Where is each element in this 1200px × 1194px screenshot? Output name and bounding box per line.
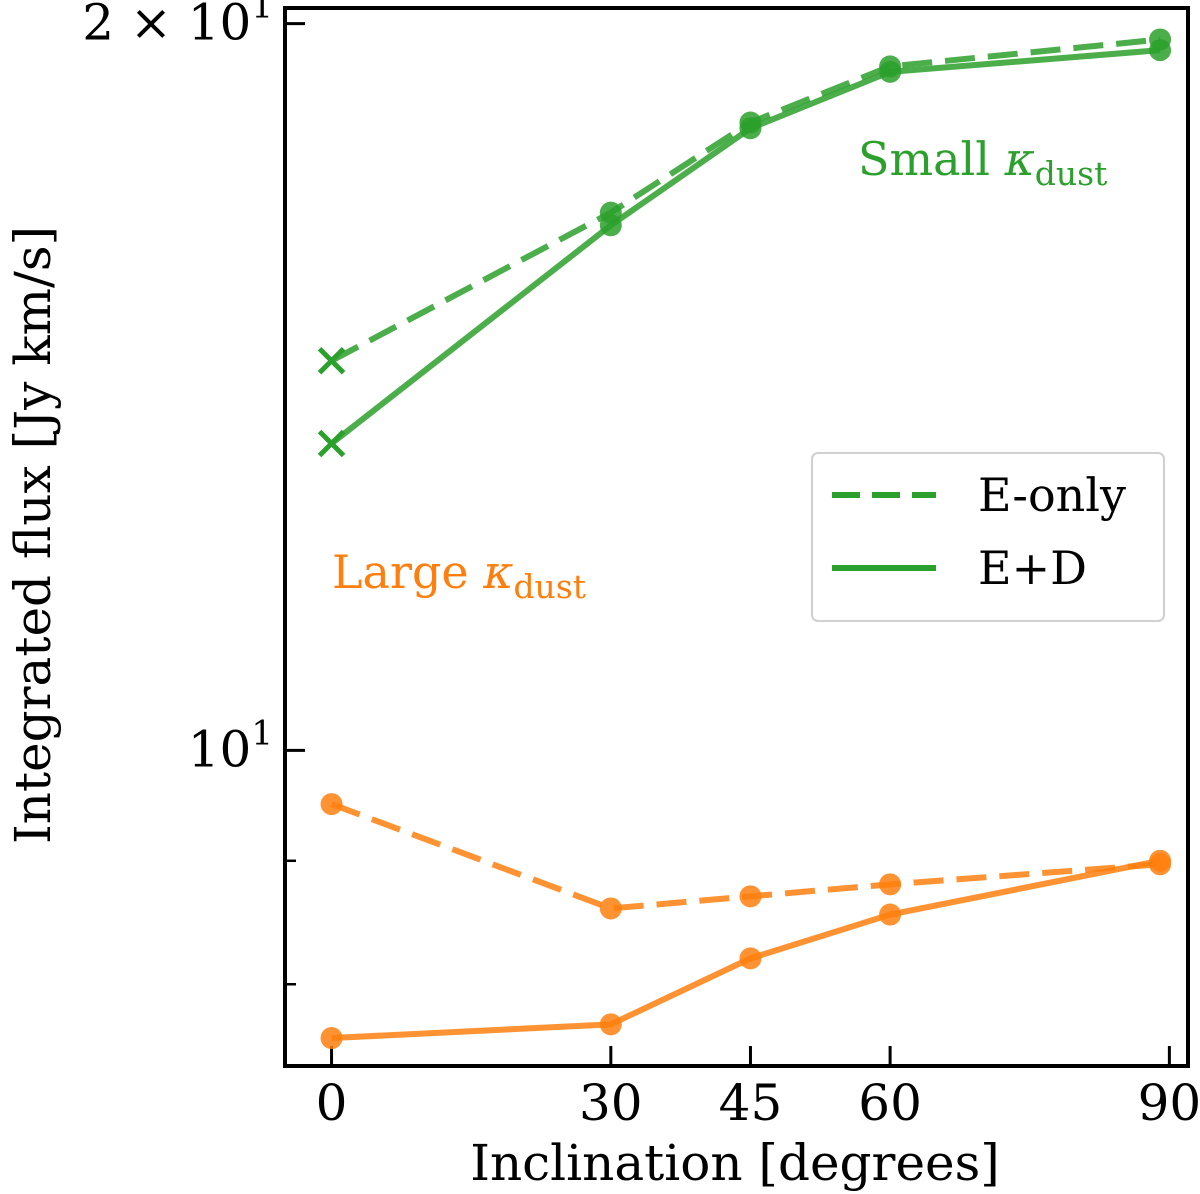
marker-small-e-plus-d-30 <box>599 214 622 237</box>
marker-large-e-plus-d-89 <box>1149 849 1172 872</box>
annotation-small-subscript: dust <box>1035 154 1108 193</box>
marker-large-e-only-30 <box>599 897 622 920</box>
plot-area: 0 30 45 60 90 101 2 × 101 <box>82 0 1200 1132</box>
legend-label-e-only: E-only <box>978 468 1126 522</box>
marker-small-e-only-0 <box>317 346 346 375</box>
x-tick-label-45: 45 <box>719 1074 783 1132</box>
annotation-large-text: Large <box>332 545 483 599</box>
marker-small-e-plus-d-45 <box>739 117 762 140</box>
y-tick-label-20: 2 × 101 <box>82 0 273 52</box>
marker-small-e-plus-d-0 <box>317 429 346 458</box>
x-tick-label-30: 30 <box>579 1074 643 1132</box>
legend-label-e-plus-d: E+D <box>978 541 1087 595</box>
marker-large-e-plus-d-30 <box>599 1013 622 1036</box>
x-tick-label-60: 60 <box>858 1074 922 1132</box>
marker-large-e-plus-d-60 <box>879 903 902 926</box>
marker-large-e-plus-d-0 <box>320 1027 343 1050</box>
legend: E-only E+D <box>811 452 1165 622</box>
marker-small-e-plus-d-60 <box>879 60 902 83</box>
marker-large-e-plus-d-45 <box>739 947 762 970</box>
x-tick-label-0: 0 <box>316 1074 348 1132</box>
y-axis-label: Integrated flux [Jy km/s] <box>4 226 62 844</box>
x-axis-label: Inclination [degrees] <box>470 1134 1000 1192</box>
annotation-large-kappa: Large κdust <box>332 545 586 606</box>
axes-frame <box>283 6 1190 1068</box>
marker-small-e-plus-d-89 <box>1149 39 1172 62</box>
marker-large-e-only-45 <box>739 885 762 908</box>
x-tick-label-90: 90 <box>1138 1074 1200 1132</box>
marker-large-e-only-60 <box>879 873 902 896</box>
y-tick-label-10: 101 <box>188 713 273 778</box>
annotation-large-subscript: dust <box>513 567 586 606</box>
marker-large-e-only-0 <box>320 793 343 816</box>
annotation-small-text: Small <box>858 132 1005 186</box>
annotation-small-kappa: Small κdust <box>858 132 1107 193</box>
annotation-large-kappa-symbol: κ <box>482 545 513 599</box>
annotation-small-kappa-symbol: κ <box>1004 132 1035 186</box>
